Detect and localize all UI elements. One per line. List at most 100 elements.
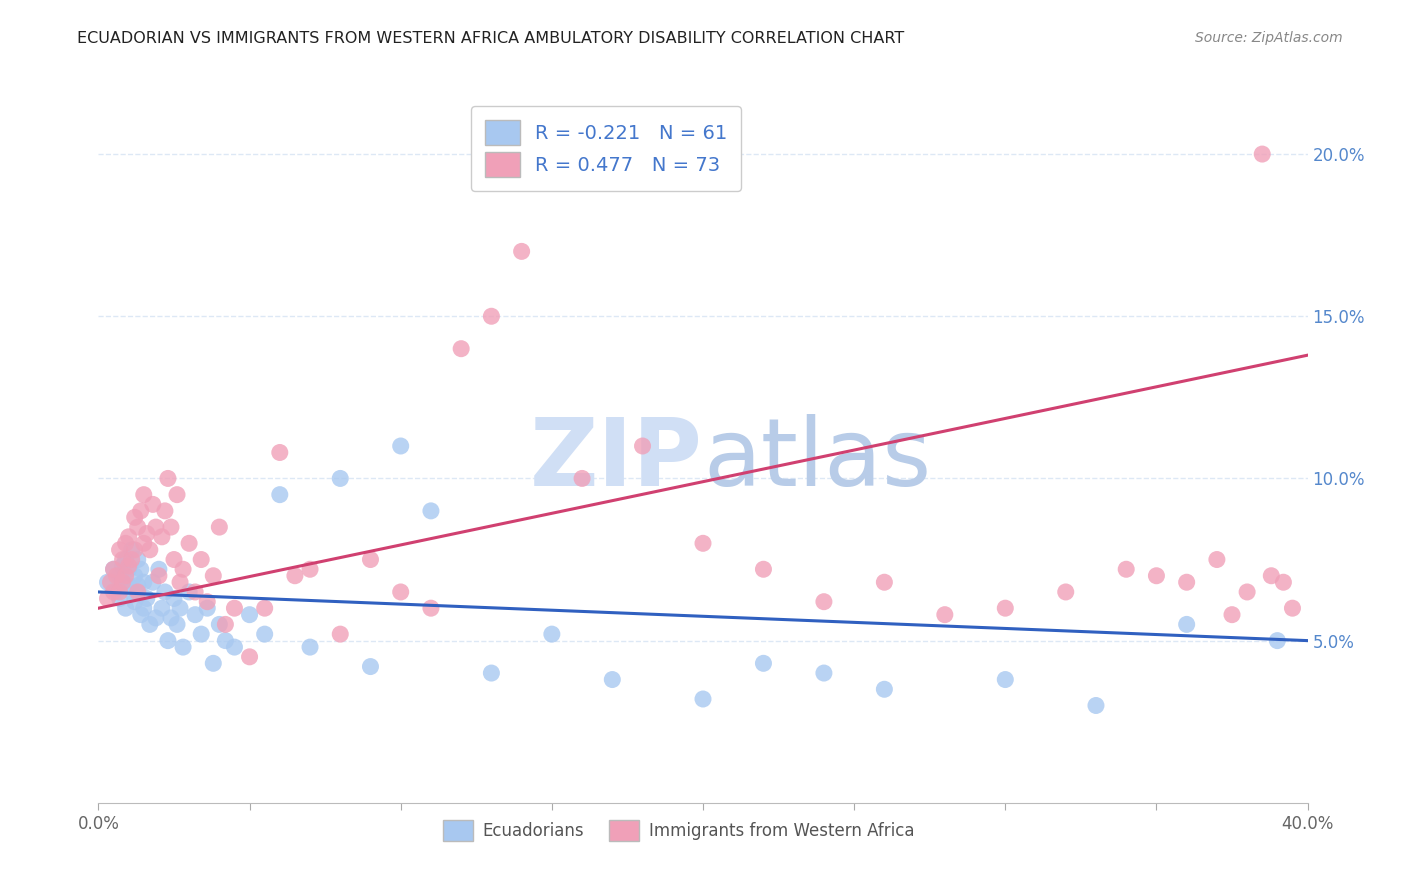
- Point: [153, 585, 176, 599]
- Point: [269, 445, 291, 459]
- Point: [148, 568, 170, 582]
- Point: [602, 673, 624, 687]
- Point: [124, 542, 146, 557]
- Point: [1206, 552, 1229, 566]
- Point: [389, 585, 412, 599]
- Point: [105, 585, 128, 599]
- Point: [108, 568, 131, 582]
- Point: [108, 585, 131, 599]
- Point: [118, 578, 141, 592]
- Point: [132, 488, 155, 502]
- Point: [142, 497, 165, 511]
- Point: [103, 585, 125, 599]
- Point: [692, 536, 714, 550]
- Point: [208, 617, 231, 632]
- Point: [510, 244, 533, 259]
- Point: [224, 601, 246, 615]
- Point: [481, 666, 503, 681]
- Point: [1260, 568, 1282, 582]
- Point: [114, 601, 136, 615]
- Point: [1220, 607, 1243, 622]
- Point: [1115, 562, 1137, 576]
- Point: [214, 617, 236, 632]
- Point: [202, 568, 225, 582]
- Point: [135, 591, 157, 606]
- Point: [166, 488, 188, 502]
- Point: [127, 578, 149, 592]
- Point: [269, 488, 291, 502]
- Point: [124, 568, 146, 582]
- Point: [813, 595, 835, 609]
- Point: [873, 575, 896, 590]
- Text: atlas: atlas: [703, 414, 931, 507]
- Legend: Ecuadorians, Immigrants from Western Africa: Ecuadorians, Immigrants from Western Afr…: [436, 814, 921, 848]
- Point: [100, 575, 122, 590]
- Point: [132, 575, 155, 590]
- Point: [105, 568, 128, 582]
- Point: [127, 520, 149, 534]
- Point: [111, 552, 134, 566]
- Point: [1144, 568, 1167, 582]
- Point: [96, 575, 118, 590]
- Point: [169, 601, 191, 615]
- Point: [118, 562, 141, 576]
- Point: [127, 585, 149, 599]
- Point: [873, 682, 896, 697]
- Point: [1267, 633, 1289, 648]
- Point: [1054, 585, 1077, 599]
- Point: [360, 552, 382, 566]
- Point: [195, 595, 218, 609]
- Point: [934, 607, 956, 622]
- Point: [121, 585, 143, 599]
- Point: [1085, 698, 1108, 713]
- Point: [184, 607, 207, 622]
- Point: [153, 504, 176, 518]
- Point: [179, 536, 201, 550]
- Point: [202, 657, 225, 671]
- Point: [169, 575, 191, 590]
- Point: [179, 585, 201, 599]
- Point: [172, 640, 194, 654]
- Point: [420, 504, 443, 518]
- Point: [129, 562, 152, 576]
- Point: [224, 640, 246, 654]
- Point: [111, 559, 134, 574]
- Point: [163, 552, 186, 566]
- Point: [118, 559, 141, 574]
- Point: [571, 471, 593, 485]
- Point: [145, 520, 167, 534]
- Point: [1175, 575, 1198, 590]
- Point: [1175, 617, 1198, 632]
- Point: [208, 520, 231, 534]
- Point: [121, 552, 143, 566]
- Point: [329, 471, 352, 485]
- Point: [139, 542, 162, 557]
- Point: [813, 666, 835, 681]
- Point: [124, 510, 146, 524]
- Point: [118, 530, 141, 544]
- Point: [1236, 585, 1258, 599]
- Point: [299, 562, 322, 576]
- Point: [129, 504, 152, 518]
- Point: [284, 568, 307, 582]
- Point: [752, 562, 775, 576]
- Point: [184, 585, 207, 599]
- Point: [114, 536, 136, 550]
- Text: ECUADORIAN VS IMMIGRANTS FROM WESTERN AFRICA AMBULATORY DISABILITY CORRELATION C: ECUADORIAN VS IMMIGRANTS FROM WESTERN AF…: [77, 31, 904, 46]
- Point: [360, 659, 382, 673]
- Point: [150, 601, 173, 615]
- Point: [127, 552, 149, 566]
- Point: [163, 591, 186, 606]
- Point: [132, 601, 155, 615]
- Point: [994, 601, 1017, 615]
- Point: [214, 633, 236, 648]
- Point: [114, 568, 136, 582]
- Point: [190, 627, 212, 641]
- Point: [129, 607, 152, 622]
- Point: [692, 692, 714, 706]
- Point: [239, 607, 262, 622]
- Point: [111, 575, 134, 590]
- Point: [253, 627, 276, 641]
- Point: [148, 562, 170, 576]
- Point: [111, 575, 134, 590]
